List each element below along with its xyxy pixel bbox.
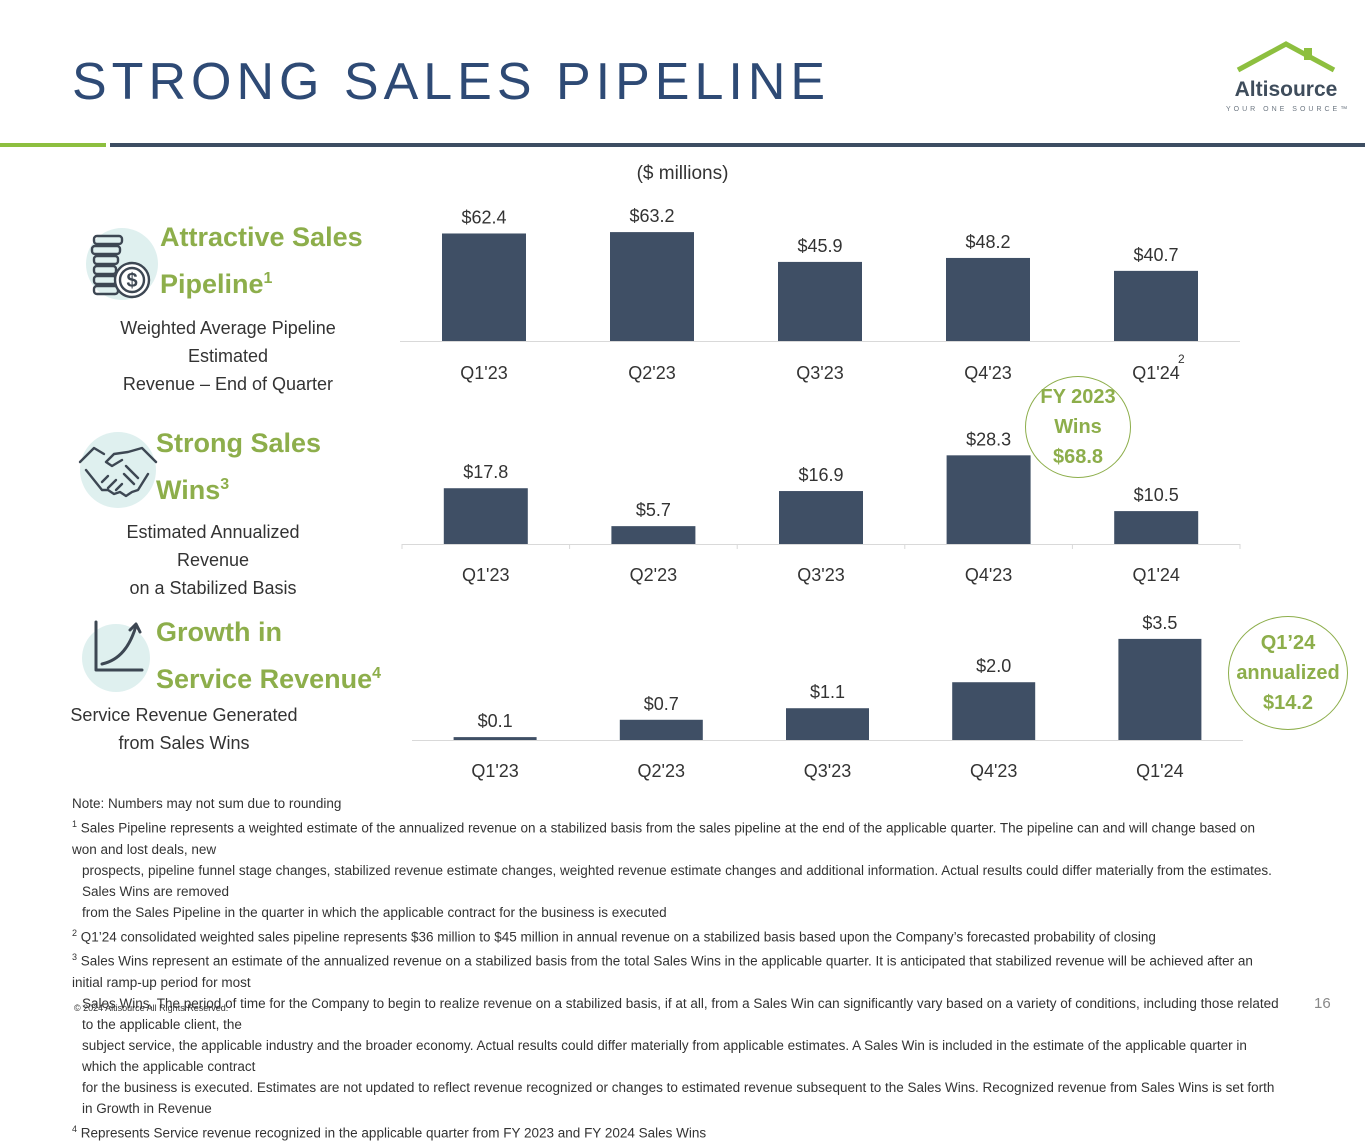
data-label: $62.4 xyxy=(461,207,506,227)
chart-1: $62.4 Q1'23 $63.2 Q2'23 $45.9 Q3'23 $48.2 Q4'23… xyxy=(400,206,1240,383)
category-label: Q2'23 xyxy=(638,761,685,781)
note-3-line3: subject service, the applicable industry… xyxy=(72,1035,1282,1077)
data-label: $17.8 xyxy=(463,462,508,482)
bar xyxy=(779,491,863,544)
bar xyxy=(454,737,537,740)
bar xyxy=(444,488,528,544)
data-label: $40.7 xyxy=(1133,245,1178,265)
callout-fy2023-wins: FY 2023 Wins $68.8 xyxy=(1025,376,1131,478)
data-label: $0.7 xyxy=(644,694,679,714)
note-3: 3 Sales Wins represent an estimate of th… xyxy=(72,947,1282,993)
chart-3: $0.1 Q1'23 $0.7 Q2'23 $1.1 Q3'23 $2.0 Q4'23 $3.5… xyxy=(412,613,1243,781)
data-label: $10.5 xyxy=(1134,485,1179,505)
category-label: Q4'23 xyxy=(965,565,1012,585)
category-label: Q3'23 xyxy=(804,761,851,781)
bar xyxy=(611,526,695,544)
bar xyxy=(778,262,862,341)
bar xyxy=(786,708,869,740)
category-label: Q1'24 xyxy=(1132,363,1179,383)
data-label: $1.1 xyxy=(810,682,845,702)
page-number: 16 xyxy=(1314,995,1331,1012)
bar xyxy=(947,455,1031,544)
note-3-line2: Sales Wins. The period of time for the C… xyxy=(72,993,1282,1035)
data-label: $63.2 xyxy=(629,206,674,226)
note-3-line4: for the business is executed. Estimates … xyxy=(72,1077,1282,1119)
category-label: Q2'23 xyxy=(628,363,675,383)
bar xyxy=(1114,511,1198,544)
bar xyxy=(952,682,1035,740)
data-label: $3.5 xyxy=(1142,613,1177,633)
category-label: Q4'23 xyxy=(964,363,1011,383)
data-label: $45.9 xyxy=(797,236,842,256)
data-label: $16.9 xyxy=(798,465,843,485)
category-label: Q3'23 xyxy=(796,363,843,383)
data-label: $0.1 xyxy=(478,711,513,731)
category-label: Q1'23 xyxy=(460,363,507,383)
category-label: Q2'23 xyxy=(630,565,677,585)
footnotes: Note: Numbers may not sum due to roundin… xyxy=(72,793,1282,1143)
bar xyxy=(1114,271,1198,341)
bar xyxy=(1118,639,1201,740)
copyright: © 2024 Altisource All Rights Reserved. xyxy=(74,1003,228,1013)
category-label: Q1'24 xyxy=(1136,761,1183,781)
note-4: 4 Represents Service revenue recognized … xyxy=(72,1119,1282,1143)
category-label: Q4'23 xyxy=(970,761,1017,781)
note-1-line3: from the Sales Pipeline in the quarter i… xyxy=(72,902,1282,923)
bar xyxy=(442,233,526,341)
data-label: $2.0 xyxy=(976,656,1011,676)
note-2: 2 Q1’24 consolidated weighted sales pipe… xyxy=(72,923,1282,948)
note-1-line2: prospects, pipeline funnel stage changes… xyxy=(72,860,1282,902)
note-1: 1 Sales Pipeline represents a weighted e… xyxy=(72,814,1282,860)
note-rounding: Note: Numbers may not sum due to roundin… xyxy=(72,793,1282,814)
callout-q124-annualized: Q1’24 annualized $14.2 xyxy=(1228,616,1348,730)
bar xyxy=(610,232,694,341)
category-label: Q1'23 xyxy=(462,565,509,585)
data-label: $5.7 xyxy=(636,500,671,520)
bar xyxy=(620,720,703,740)
bar xyxy=(946,258,1030,341)
data-label: $48.2 xyxy=(965,232,1010,252)
pipeline-q124-footnote-ref: 2 xyxy=(1178,352,1185,366)
category-label: Q1'24 xyxy=(1132,565,1179,585)
data-label: $28.3 xyxy=(966,429,1011,449)
category-label: Q3'23 xyxy=(797,565,844,585)
category-label: Q1'23 xyxy=(471,761,518,781)
